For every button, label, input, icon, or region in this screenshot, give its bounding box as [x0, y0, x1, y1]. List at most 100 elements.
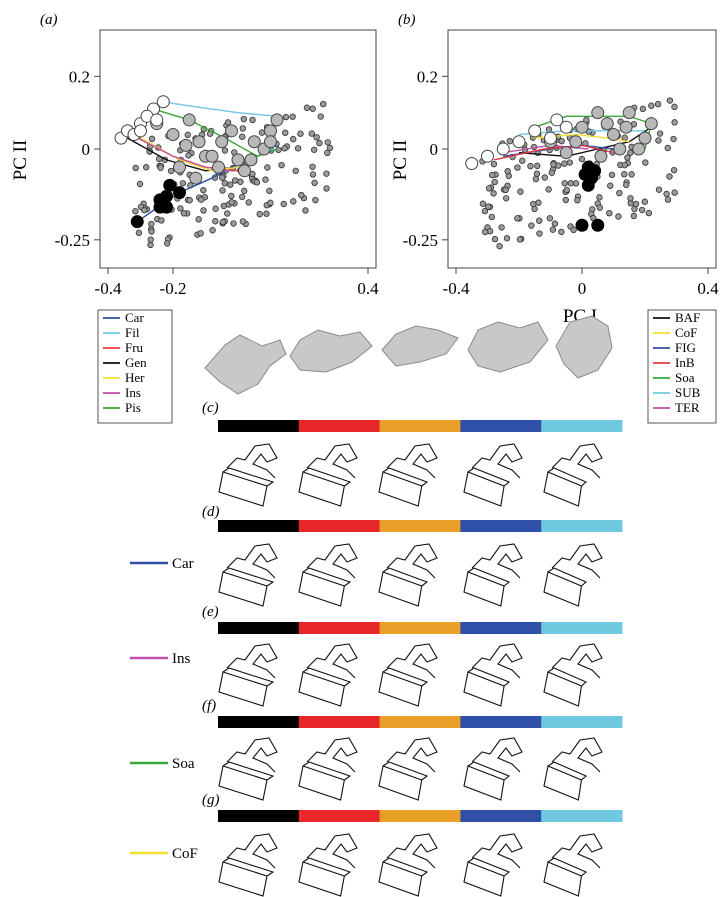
- data-point: [534, 162, 541, 170]
- mean-point: [225, 124, 238, 138]
- panel-label-b: (b): [398, 12, 416, 28]
- data-point: [278, 161, 285, 169]
- x-tick-label: -0.2: [160, 279, 187, 298]
- wireframe-centrum: [218, 567, 275, 607]
- data-point: [627, 195, 634, 202]
- mean-point-start: [550, 113, 564, 127]
- wireframe-centrum: [463, 857, 511, 897]
- legend-label: FIG: [675, 340, 696, 355]
- data-point: [502, 186, 509, 194]
- mean-point: [600, 117, 614, 131]
- data-point: [311, 179, 318, 187]
- data-point: [490, 160, 498, 168]
- data-point: [323, 170, 330, 177]
- data-point: [615, 213, 622, 220]
- data-point: [258, 129, 266, 136]
- data-point: [550, 161, 557, 168]
- legend-label: Pis: [125, 400, 141, 415]
- data-point: [179, 180, 187, 187]
- wireframe-centrum: [218, 667, 275, 707]
- vertebra-illustration: [204, 334, 287, 395]
- color-bar-segment: [460, 420, 542, 432]
- mean-point: [173, 160, 186, 174]
- wireframe-outline: [551, 737, 603, 773]
- data-point: [536, 230, 543, 237]
- wireframe-centrum: [463, 467, 511, 507]
- data-point: [666, 173, 673, 180]
- data-point: [326, 144, 334, 152]
- wireframe-centrum: [378, 667, 429, 707]
- wireframe-centrum: [218, 467, 275, 507]
- data-point: [292, 167, 299, 175]
- mean-point: [559, 146, 573, 160]
- data-point: [197, 230, 204, 237]
- data-point: [562, 196, 569, 204]
- mean-point: [264, 135, 277, 149]
- mean-point: [189, 171, 203, 185]
- data-point: [212, 205, 219, 212]
- data-point: [230, 220, 237, 227]
- data-point: [185, 152, 192, 159]
- wireframe-outline: [471, 543, 523, 579]
- mean-point: [632, 142, 646, 156]
- data-point: [228, 192, 235, 200]
- data-point: [630, 212, 638, 220]
- data-point: [514, 215, 521, 222]
- wireframe-outline: [306, 443, 358, 479]
- legend-label: CoF: [675, 325, 697, 340]
- data-point: [266, 187, 273, 195]
- data-point: [219, 218, 227, 226]
- color-bar-segment: [298, 810, 381, 822]
- data-point: [200, 187, 207, 194]
- color-bar-segment: [541, 520, 623, 532]
- data-point: [324, 149, 331, 157]
- data-point: [645, 209, 653, 217]
- mean-point: [215, 135, 229, 149]
- mean-point: [607, 127, 620, 141]
- data-point: [641, 198, 648, 205]
- x-tick-label: -0.4: [95, 279, 122, 298]
- data-point: [298, 191, 305, 199]
- wireframe-outline: [551, 443, 603, 479]
- data-point: [209, 227, 216, 234]
- data-point: [506, 137, 514, 145]
- data-point: [143, 164, 150, 171]
- data-point: [221, 147, 229, 154]
- data-point: [132, 208, 139, 215]
- data-point: [566, 159, 574, 166]
- data-point: [491, 178, 498, 186]
- mean-point-end: [130, 215, 144, 229]
- data-point: [282, 113, 290, 121]
- data-point: [639, 105, 647, 113]
- data-point: [163, 240, 171, 247]
- y-axis-label-a: PC II: [10, 140, 31, 181]
- data-point: [670, 166, 678, 174]
- data-point: [596, 204, 603, 211]
- mean-point: [591, 106, 605, 120]
- wireframe-outline: [386, 833, 438, 869]
- color-bar-segment: [379, 420, 461, 432]
- color-bar-segment: [460, 810, 542, 822]
- data-point: [516, 236, 524, 243]
- mean-point: [613, 142, 627, 156]
- data-point: [572, 180, 580, 187]
- data-point: [219, 187, 226, 194]
- data-point: [623, 181, 630, 189]
- legend-label: BAF: [675, 310, 700, 325]
- data-point: [578, 155, 586, 163]
- wireframe-centrum: [378, 467, 429, 507]
- data-point: [290, 198, 297, 205]
- color-bar-segment: [379, 622, 461, 634]
- data-point: [310, 146, 318, 153]
- side-label-text: Ins: [172, 651, 190, 667]
- mean-point-start: [465, 157, 479, 171]
- data-point: [297, 130, 304, 137]
- data-point: [485, 203, 492, 210]
- data-point: [574, 197, 581, 204]
- data-point: [503, 235, 511, 242]
- mean-point-start: [528, 124, 542, 138]
- data-point: [638, 206, 646, 214]
- data-point: [231, 177, 239, 184]
- panel-b: (b) PC II PC I -0.4 0 0.40.20-0.25: [390, 12, 719, 327]
